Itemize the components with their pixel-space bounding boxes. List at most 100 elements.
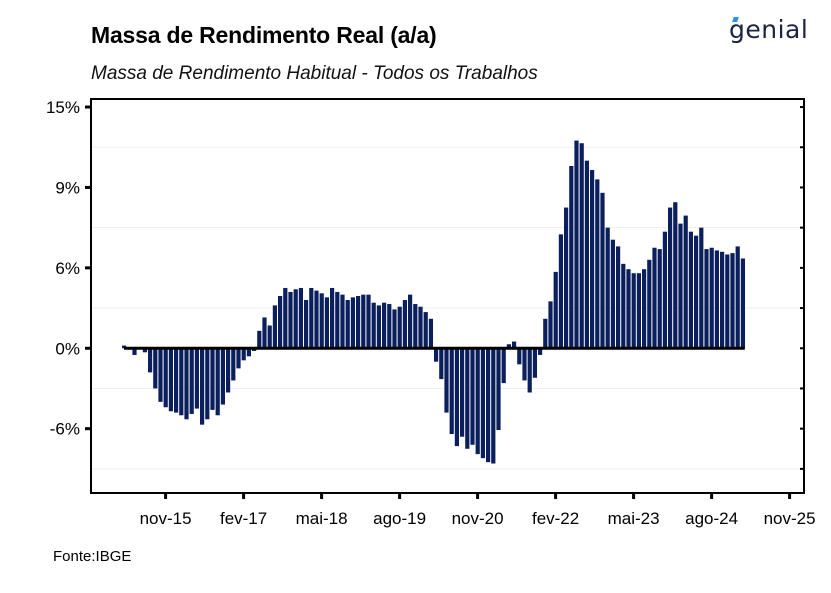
x-tick-label: ago-24 xyxy=(685,509,738,528)
bar xyxy=(288,291,293,349)
bar xyxy=(522,348,527,381)
y-tick-label: 9% xyxy=(55,178,80,197)
bar xyxy=(397,306,402,349)
bar xyxy=(683,215,688,349)
bar xyxy=(600,192,605,349)
bar xyxy=(486,348,491,463)
bar xyxy=(704,249,709,349)
bar xyxy=(434,348,439,362)
x-tick-label: ago-19 xyxy=(373,509,426,528)
bar xyxy=(735,246,740,349)
bar xyxy=(231,348,236,381)
bar xyxy=(179,348,184,416)
bar xyxy=(356,296,361,349)
bar xyxy=(267,325,272,349)
bar xyxy=(257,330,262,349)
bar xyxy=(647,259,652,349)
bar xyxy=(184,348,189,420)
bar xyxy=(304,300,309,349)
bar xyxy=(387,304,392,349)
bar xyxy=(413,304,418,349)
bar xyxy=(460,348,465,437)
bar xyxy=(501,348,506,384)
bar xyxy=(402,300,407,349)
x-tick-label: nov-15 xyxy=(140,509,192,528)
bar xyxy=(210,348,215,410)
bar xyxy=(709,247,714,349)
y-tick-label: -6% xyxy=(50,420,80,439)
bar xyxy=(262,317,267,349)
x-tick-label: nov-20 xyxy=(452,509,504,528)
bar xyxy=(350,297,355,349)
bar xyxy=(376,305,381,349)
bar xyxy=(226,348,231,393)
bar xyxy=(220,348,225,405)
bar xyxy=(662,231,667,349)
bar xyxy=(678,223,683,349)
bar xyxy=(657,249,662,349)
bar xyxy=(428,318,433,349)
bar xyxy=(720,251,725,349)
bar xyxy=(205,348,210,420)
bar xyxy=(475,348,480,455)
bar xyxy=(642,269,647,349)
bar xyxy=(621,263,626,349)
bar xyxy=(340,294,345,349)
bar xyxy=(418,306,423,349)
bar xyxy=(163,348,168,408)
bar xyxy=(517,348,522,365)
bar xyxy=(148,348,153,373)
bar xyxy=(142,348,147,353)
logo-text: genial xyxy=(729,15,809,44)
bar xyxy=(319,293,324,349)
bar xyxy=(740,258,745,349)
bar xyxy=(506,344,511,349)
bar xyxy=(314,290,319,349)
plot-frame xyxy=(90,98,805,494)
bar xyxy=(538,348,543,355)
bar xyxy=(714,250,719,349)
x-tick-label: fev-22 xyxy=(532,509,579,528)
bar xyxy=(215,348,220,416)
bar xyxy=(309,287,314,349)
bar xyxy=(595,179,600,349)
bar xyxy=(298,287,303,349)
bar xyxy=(605,227,610,349)
bar xyxy=(408,294,413,349)
bar xyxy=(246,348,251,357)
source-note: Fonte:IBGE xyxy=(53,548,132,565)
bar xyxy=(668,207,673,349)
bar xyxy=(626,269,631,349)
bar xyxy=(241,348,246,361)
bar xyxy=(382,302,387,349)
bar xyxy=(132,348,137,355)
bar xyxy=(527,348,532,393)
bar xyxy=(631,273,636,349)
bar xyxy=(283,287,288,349)
bar xyxy=(345,300,350,349)
y-axis: 15% 9% 6% 0% -6% xyxy=(46,98,804,470)
bar xyxy=(236,348,241,369)
bar xyxy=(392,309,397,349)
bar xyxy=(168,348,173,412)
x-tick-label: nov-25 xyxy=(764,509,816,528)
bar xyxy=(512,341,517,349)
bar xyxy=(543,318,548,349)
bar xyxy=(694,235,699,349)
bar xyxy=(610,239,615,349)
bar xyxy=(335,291,340,349)
bar xyxy=(553,271,558,349)
bar xyxy=(558,234,563,349)
bar xyxy=(200,348,205,425)
bar xyxy=(324,297,329,349)
bar xyxy=(569,166,574,349)
bar xyxy=(158,348,163,402)
bar xyxy=(652,247,657,349)
x-tick-label: fev-17 xyxy=(220,509,267,528)
x-tick-label: mai-23 xyxy=(608,509,660,528)
bar xyxy=(688,231,693,349)
y-tick-label: 6% xyxy=(55,259,80,278)
bar xyxy=(361,294,366,349)
bar xyxy=(439,348,444,380)
